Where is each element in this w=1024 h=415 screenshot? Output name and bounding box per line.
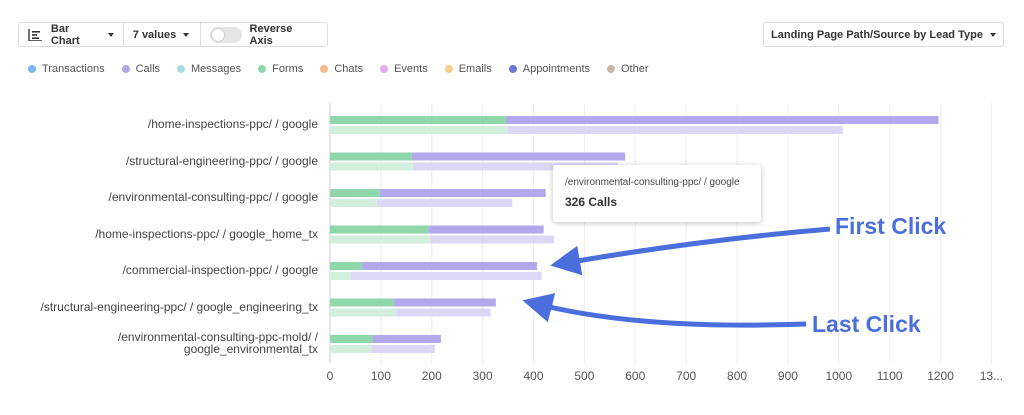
legend-item[interactable]: Messages — [177, 63, 241, 75]
legend-item[interactable]: Chats — [320, 63, 363, 75]
bar — [362, 262, 538, 270]
legend-dot — [444, 65, 453, 73]
x-tick-label: 13... — [980, 369, 1003, 383]
legend-label: Appointments — [522, 63, 590, 75]
legend-dot — [607, 65, 615, 73]
bar — [330, 162, 413, 171]
bar — [411, 152, 626, 161]
x-tick-label: 1100 — [877, 369, 903, 383]
chart-type: Bar Chart — [50, 22, 80, 47]
bar — [330, 272, 351, 280]
bar — [330, 116, 507, 124]
bar — [330, 152, 412, 161]
x-tick-label: 1200 — [927, 369, 954, 383]
dimension-select[interactable]: Landing Page Path/Source by Lead Type — [763, 22, 1004, 47]
bar — [506, 116, 939, 124]
x-tick-label: 800 — [727, 369, 747, 383]
bar — [371, 345, 435, 353]
tooltip: /environmental-consulting-ppc/ / google … — [553, 165, 761, 222]
legend-dot — [28, 65, 36, 73]
x-tick-label: 100 — [371, 369, 391, 383]
values-count: 7 values — [132, 28, 177, 41]
reverse-axis-toggle[interactable]: Reverse Axis — [201, 22, 327, 47]
legend-item[interactable]: Forms — [258, 63, 303, 75]
bar — [412, 162, 618, 171]
tooltip-value: 326 Calls — [565, 195, 618, 209]
bar — [330, 126, 509, 134]
dimension: Landing Page Path/Source by Lead Type — [771, 28, 983, 41]
x-tick-label: 300 — [473, 369, 493, 383]
bar — [330, 345, 372, 353]
x-tick-label: 900 — [778, 369, 798, 383]
legend-label: Messages — [191, 63, 242, 75]
bar — [430, 235, 554, 244]
legend-dot — [121, 65, 130, 73]
category-label: /home-inspections-ppc/ / google_home_tx — [95, 226, 318, 241]
legend-item[interactable]: Appointments — [508, 63, 590, 75]
category-label: /environmental-consulting-ppc/ / google — [108, 190, 318, 204]
bar — [330, 308, 397, 317]
category-label: /structural-engineering-ppc/ / google — [125, 153, 318, 168]
bar-icon — [28, 28, 42, 41]
legend-dot — [320, 65, 329, 73]
reverse-axis-label: Reverse Axis — [249, 22, 293, 47]
x-tick-label: 600 — [625, 369, 645, 383]
legend-label: Events — [394, 63, 428, 75]
legend-dot — [177, 65, 186, 73]
legend-dot — [380, 65, 389, 73]
bar — [330, 262, 363, 270]
bar — [330, 298, 395, 307]
bar — [379, 189, 546, 197]
legend-label: Transactions — [42, 63, 105, 75]
bar — [330, 335, 373, 343]
chart-type-select[interactable]: Bar Chart — [19, 22, 124, 47]
category-label: /structural-engineering-ppc/ / google_en… — [40, 299, 318, 314]
bar — [376, 199, 513, 207]
bar — [330, 235, 431, 244]
x-tick-label: 500 — [574, 369, 594, 383]
annotation: Last Click — [812, 311, 921, 337]
category-label: /commercial-inspection-ppc/ / google — [122, 263, 318, 277]
bar — [428, 225, 544, 234]
x-tick-label: 700 — [676, 369, 696, 383]
annotation: First Click — [835, 213, 946, 239]
category-label: /home-inspections-ppc/ / google — [147, 117, 318, 131]
x-tick-label: 400 — [524, 369, 544, 383]
x-tick-label: 200 — [422, 369, 442, 383]
legend-item[interactable]: Calls — [121, 63, 161, 75]
tooltip-label: /environmental-consulting-ppc/ / google — [565, 177, 740, 188]
legend-label: Chats — [334, 63, 364, 75]
values-select[interactable]: 7 values — [124, 23, 201, 46]
bar — [350, 272, 542, 280]
legend-dot — [508, 65, 517, 73]
category-label: /environmental-consulting-ppc-mold/ / go… — [117, 330, 318, 356]
first-click-arrow — [550, 226, 831, 276]
bar — [372, 335, 441, 343]
legend-item[interactable]: Other — [607, 63, 649, 75]
last-click-arrow — [522, 293, 807, 328]
legend-dot — [258, 65, 267, 73]
bar — [330, 225, 429, 234]
bar — [394, 298, 496, 307]
legend-label: Other — [621, 63, 649, 75]
x-tick-label: 1000 — [825, 369, 852, 383]
toggle[interactable] — [209, 26, 242, 43]
bar — [396, 308, 491, 317]
legend-label: Forms — [272, 63, 304, 75]
legend: Transactions Calls Messages Forms Chats Event… — [28, 63, 666, 75]
bar — [508, 126, 843, 134]
legend-item[interactable]: Events — [380, 63, 428, 75]
bar — [330, 189, 380, 197]
legend-label: Emails — [458, 63, 492, 75]
bar — [330, 199, 377, 207]
legend-item[interactable]: Transactions — [28, 63, 105, 75]
legend-item[interactable]: Emails — [444, 63, 492, 75]
chart-toolbar: Bar Chart 7 values Reverse Axis — [18, 22, 328, 47]
x-tick-label: 0 — [327, 369, 334, 383]
legend-label: Calls — [135, 63, 161, 75]
